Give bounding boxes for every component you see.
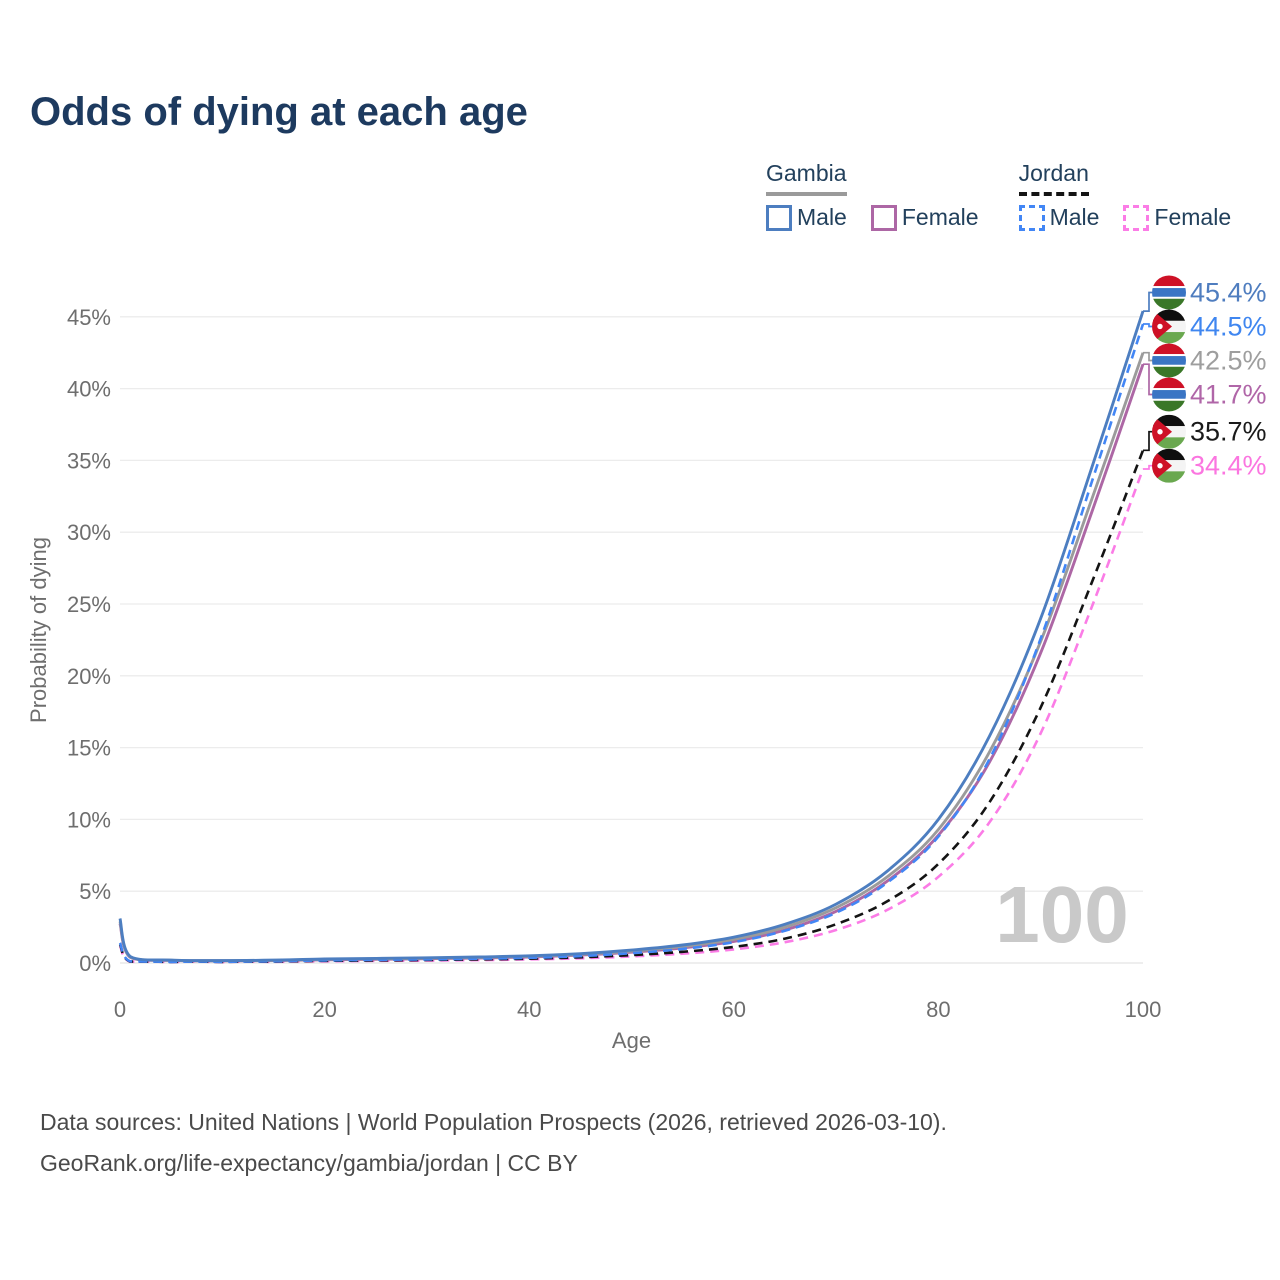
flag-icon-gambia <box>1152 275 1186 310</box>
y-tick-label: 10% <box>67 807 111 832</box>
x-tick-label: 0 <box>114 997 126 1022</box>
legend-group-gambia: Gambia Male Female <box>766 160 979 231</box>
age-watermark: 100 <box>995 870 1128 959</box>
series-line-jordan-male[interactable] <box>118 323 1145 964</box>
footer-line-1: Data sources: United Nations | World Pop… <box>40 1109 947 1135</box>
end-label-gambia-all: 42.5% <box>1190 345 1267 375</box>
series-line-gambia-female[interactable] <box>118 363 1145 963</box>
leader-line-jordan-female <box>1143 464 1152 470</box>
end-label-gambia-female: 41.7% <box>1190 379 1267 409</box>
series-line-gambia-all[interactable] <box>118 352 1145 963</box>
y-tick-label: 25% <box>67 592 111 617</box>
leader-line-gambia-all <box>1143 351 1152 362</box>
x-tick-label: 80 <box>926 997 950 1022</box>
legend-swatch-icon <box>870 204 897 231</box>
x-tick-label: 100 <box>1125 997 1162 1022</box>
x-tick-label: 60 <box>722 997 746 1022</box>
legend-item-gambia-male[interactable]: Male <box>766 204 847 231</box>
legend-group-jordan: Jordan Male Female <box>1018 160 1231 231</box>
y-tick-label: 0% <box>79 951 111 976</box>
legend-item-jordan-female[interactable]: Female <box>1123 204 1231 231</box>
legend-swatch-icon <box>1018 204 1045 231</box>
flag-icon-jordan <box>1152 448 1186 483</box>
x-axis-title: Age <box>612 1028 651 1053</box>
chart-legend: Gambia Male Female Jordan Male Female <box>766 160 1231 231</box>
legend-swatch-icon <box>1123 204 1150 231</box>
legend-item-label: Male <box>1049 204 1100 230</box>
end-label-jordan-female: 34.4% <box>1190 451 1267 481</box>
series-line-jordan-female[interactable] <box>118 468 1145 964</box>
end-label-jordan-all: 35.7% <box>1190 417 1267 447</box>
legend-item-jordan-male[interactable]: Male <box>1018 204 1100 231</box>
series-line-gambia-male[interactable] <box>118 310 1145 963</box>
leader-line-gambia-female <box>1143 363 1152 396</box>
legend-item-label: Male <box>797 204 847 230</box>
legend-item-label: Female <box>1154 204 1232 230</box>
end-label-gambia-male: 45.4% <box>1190 277 1267 307</box>
flag-icon-jordan <box>1152 414 1186 449</box>
y-tick-label: 15% <box>67 736 111 761</box>
legend-swatch-icon <box>766 204 792 231</box>
page-title: Odds of dying at each age <box>30 90 528 134</box>
y-tick-label: 35% <box>67 448 111 473</box>
leader-line-jordan-male <box>1143 323 1152 328</box>
leader-line-jordan-all <box>1143 430 1152 452</box>
y-tick-label: 30% <box>67 520 111 545</box>
series-line-jordan-all[interactable] <box>118 449 1145 964</box>
y-tick-label: 5% <box>79 879 111 904</box>
x-tick-label: 40 <box>517 997 541 1022</box>
leader-line-gambia-male <box>1143 291 1152 312</box>
end-label-jordan-male: 44.5% <box>1190 311 1267 341</box>
data-sources-footer: Data sources: United Nations | World Pop… <box>40 1102 947 1184</box>
legend-item-gambia-female[interactable]: Female <box>870 204 979 231</box>
flag-icon-gambia <box>1152 377 1186 412</box>
flag-icon-jordan <box>1152 309 1186 344</box>
flag-icon-gambia <box>1152 343 1186 378</box>
legend-group-name: Jordan <box>1018 160 1089 196</box>
footer-line-2: GeoRank.org/life-expectancy/gambia/jorda… <box>40 1150 578 1176</box>
x-tick-label: 20 <box>312 997 336 1022</box>
y-tick-label: 20% <box>67 664 111 689</box>
y-axis-title: Probability of dying <box>26 537 51 723</box>
legend-group-name: Gambia <box>766 160 847 196</box>
y-tick-label: 45% <box>67 305 111 330</box>
y-tick-label: 40% <box>67 377 111 402</box>
legend-item-label: Female <box>901 204 979 230</box>
